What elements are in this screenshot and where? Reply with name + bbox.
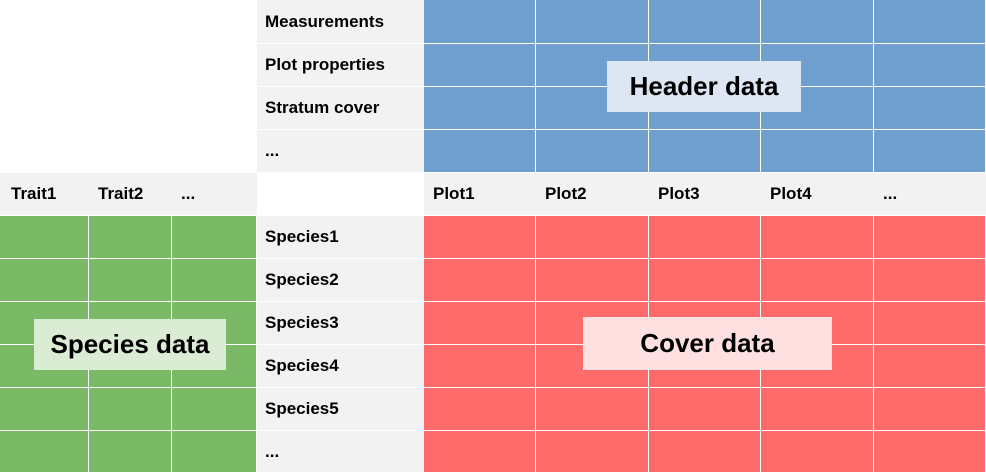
trait-column-label-more: ... <box>172 173 257 216</box>
cover-data-cell <box>649 388 761 431</box>
header-data-label: Header data <box>607 61 801 112</box>
trait-column-label-1: Trait1 <box>0 173 89 216</box>
header-row-label-stratum-cover: Stratum cover <box>257 87 424 130</box>
cover-data-cell <box>761 388 874 431</box>
header-data-cell <box>874 87 986 130</box>
species-data-cell <box>172 216 257 259</box>
species-data-cell <box>0 431 89 473</box>
plot-column-label-4: Plot4 <box>761 173 874 216</box>
species-data-cell <box>0 259 89 302</box>
header-row-label-more: ... <box>257 130 424 173</box>
species-data-cell <box>172 431 257 473</box>
species-row-label-3: Species3 <box>257 302 424 345</box>
header-row-label-measurements: Measurements <box>257 0 424 44</box>
cover-data-cell <box>761 259 874 302</box>
header-row-label-plot-properties: Plot properties <box>257 44 424 87</box>
species-data-cell <box>0 388 89 431</box>
cover-data-cell <box>874 302 986 345</box>
header-data-cell <box>761 130 874 173</box>
species-data-cell <box>172 388 257 431</box>
cover-data-cell <box>536 388 649 431</box>
cover-data-cell <box>536 259 649 302</box>
plot-column-label-3: Plot3 <box>649 173 761 216</box>
cover-data-cell <box>761 431 874 473</box>
header-data-cell <box>424 44 536 87</box>
cover-data-cell <box>424 345 536 388</box>
species-data-cell <box>0 216 89 259</box>
cover-data-cell <box>536 431 649 473</box>
cover-data-cell <box>649 431 761 473</box>
species-row-label-2: Species2 <box>257 259 424 302</box>
cover-data-cell <box>536 216 649 259</box>
cover-data-cell <box>874 388 986 431</box>
header-data-cell <box>536 130 649 173</box>
header-data-cell <box>761 0 874 44</box>
header-data-cell <box>424 0 536 44</box>
column-header-spacer <box>257 173 424 216</box>
cover-data-cell <box>874 259 986 302</box>
cover-data-cell <box>649 259 761 302</box>
species-row-label-4: Species4 <box>257 345 424 388</box>
plot-column-label-more: ... <box>874 173 986 216</box>
species-data-cell <box>89 431 172 473</box>
plot-column-label-2: Plot2 <box>536 173 649 216</box>
species-data-cell <box>172 259 257 302</box>
header-data-cell <box>649 130 761 173</box>
cover-data-label: Cover data <box>583 317 832 370</box>
header-data-cell <box>424 87 536 130</box>
header-data-cell <box>649 0 761 44</box>
header-data-cell <box>424 130 536 173</box>
species-data-cell <box>89 216 172 259</box>
species-data-cell <box>89 259 172 302</box>
cover-data-cell <box>649 216 761 259</box>
species-row-label-more: ... <box>257 431 424 473</box>
species-data-cell <box>89 388 172 431</box>
header-data-cell <box>874 130 986 173</box>
species-data-label: Species data <box>34 319 226 370</box>
cover-data-cell <box>874 431 986 473</box>
header-data-cell <box>874 44 986 87</box>
cover-data-cell <box>874 345 986 388</box>
cover-data-cell <box>761 216 874 259</box>
header-data-cell <box>536 0 649 44</box>
cover-data-cell <box>874 216 986 259</box>
cover-data-cell <box>424 431 536 473</box>
cover-data-cell <box>424 388 536 431</box>
header-data-cell <box>874 0 986 44</box>
species-row-label-1: Species1 <box>257 216 424 259</box>
species-row-label-5: Species5 <box>257 388 424 431</box>
plot-column-label-1: Plot1 <box>424 173 536 216</box>
trait-column-label-2: Trait2 <box>89 173 172 216</box>
cover-data-cell <box>424 302 536 345</box>
cover-data-cell <box>424 259 536 302</box>
cover-data-cell <box>424 216 536 259</box>
